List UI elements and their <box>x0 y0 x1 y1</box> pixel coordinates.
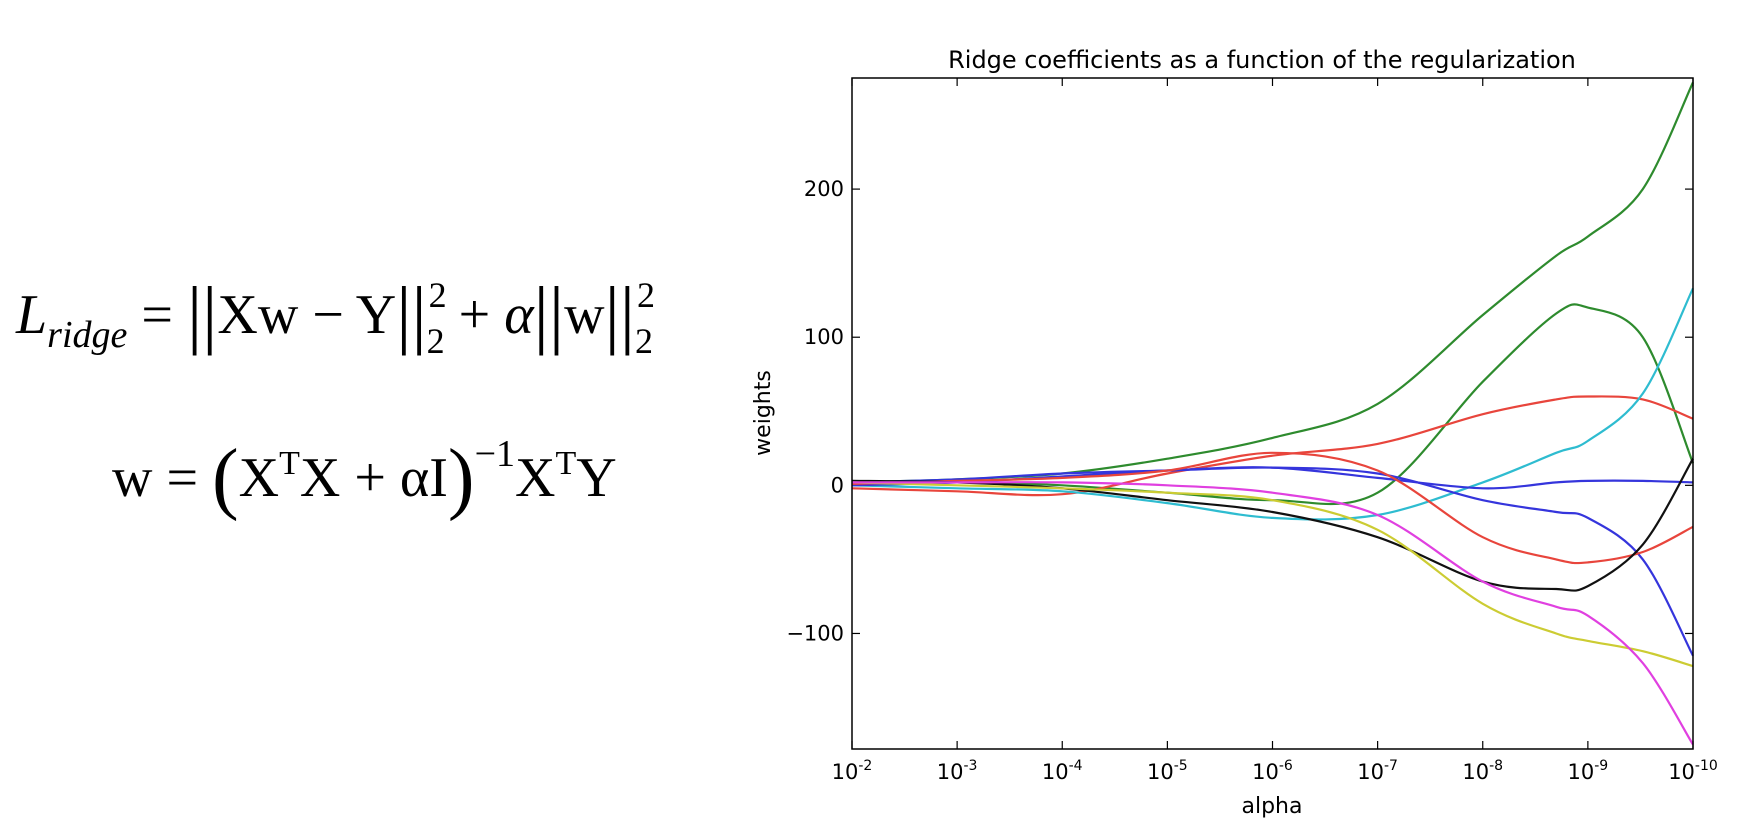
x-tick-label: 10-9 <box>1568 758 1609 784</box>
x-tick-label: 10-8 <box>1462 758 1503 784</box>
x-tick-base: 10 <box>832 760 859 784</box>
plot-frame <box>851 77 1694 750</box>
paren-left: ( <box>212 434 239 522</box>
loss-subscript: ridge <box>47 314 128 356</box>
inner-rest: X + αI <box>299 447 448 509</box>
x-tick-base: 10 <box>1147 760 1174 784</box>
x-tick-label: 10-7 <box>1357 758 1398 784</box>
residual-power: 2 <box>428 275 447 315</box>
x-tick-exponent: -10 <box>1695 758 1718 774</box>
norm-bar-left: || <box>186 272 218 356</box>
closed-form-lhs: w = <box>112 447 213 509</box>
y-tick-label: 0 <box>831 473 844 497</box>
norm-bar-right: || <box>396 272 427 356</box>
series-line-3 <box>851 395 1694 497</box>
series-line-10 <box>852 481 1694 746</box>
weight-term: w <box>564 284 605 346</box>
series-line-4 <box>851 287 1694 521</box>
x-tick-base: 10 <box>1568 760 1595 784</box>
chart-title: Ridge coefficients as a function of the … <box>948 46 1576 74</box>
x-tick-exponent: -9 <box>1594 758 1608 774</box>
series-line-2 <box>851 303 1695 506</box>
closed-form-formula: w = (XTX + αI)−1XTY <box>112 430 617 518</box>
y-tick-label: 100 <box>804 325 844 349</box>
y-tick-label: −100 <box>786 621 844 645</box>
x-tick-exponent: -7 <box>1384 758 1398 774</box>
residual-norm-index: 2 <box>426 321 445 361</box>
rhs-transpose: T <box>555 445 577 482</box>
x-tick-exponent: -4 <box>1069 758 1083 774</box>
x-tick-base: 10 <box>1357 760 1384 784</box>
x-tick-exponent: -2 <box>858 758 872 774</box>
alpha-symbol: α <box>504 284 534 346</box>
x-tick-label: 10-10 <box>1668 758 1718 784</box>
series-line-9 <box>851 481 1694 668</box>
x-tick-exponent: -5 <box>1174 758 1188 774</box>
plus-sign: + <box>444 284 505 346</box>
ridge-coefficient-chart: Ridge coefficients as a function of the … <box>751 46 1718 819</box>
rhs-x: X <box>515 447 556 509</box>
weight-power: 2 <box>637 275 655 315</box>
norm-bar-left-2: || <box>533 272 565 356</box>
x-tick-exponent: -3 <box>964 758 978 774</box>
inverse-exponent: −1 <box>474 433 515 475</box>
norm-bar-right-2: || <box>604 272 635 356</box>
series-line-6 <box>851 466 1694 657</box>
series-line-8 <box>851 458 1694 592</box>
loss-symbol: L <box>16 284 48 346</box>
x-tick-base: 10 <box>937 760 964 784</box>
x-tick-exponent: -8 <box>1489 758 1503 774</box>
x-tick-label: 10-4 <box>1042 758 1083 784</box>
x-tick-exponent: -6 <box>1279 758 1293 774</box>
series-line-7 <box>851 451 1694 565</box>
inner-x: X <box>238 447 280 509</box>
x-tick-base: 10 <box>1252 760 1279 784</box>
equals-sign: = <box>127 284 187 346</box>
y-axis-label: weights <box>751 370 776 456</box>
x-axis-label: alpha <box>1242 794 1303 819</box>
x-tick-label: 10-2 <box>832 758 873 784</box>
x-tick-label: 10-5 <box>1147 758 1188 784</box>
series-line-1 <box>851 81 1694 484</box>
paren-right: ) <box>447 434 475 522</box>
series-lines <box>851 81 1695 746</box>
x-tick-label: 10-6 <box>1252 758 1293 784</box>
x-tick-base: 10 <box>1042 760 1069 784</box>
ridge-loss-formula: Lridge = ||Xw − Y||22 + α||w||22 <box>16 270 655 359</box>
y-tick-label: 200 <box>804 177 844 201</box>
inner-transpose: T <box>279 445 300 482</box>
rhs-y: Y <box>576 447 617 509</box>
weight-norm-index: 2 <box>635 321 653 361</box>
x-tick-label: 10-3 <box>937 758 978 784</box>
x-tick-base: 10 <box>1462 760 1489 784</box>
x-tick-base: 10 <box>1668 760 1695 784</box>
residual-term: Xw − Y <box>217 284 397 346</box>
